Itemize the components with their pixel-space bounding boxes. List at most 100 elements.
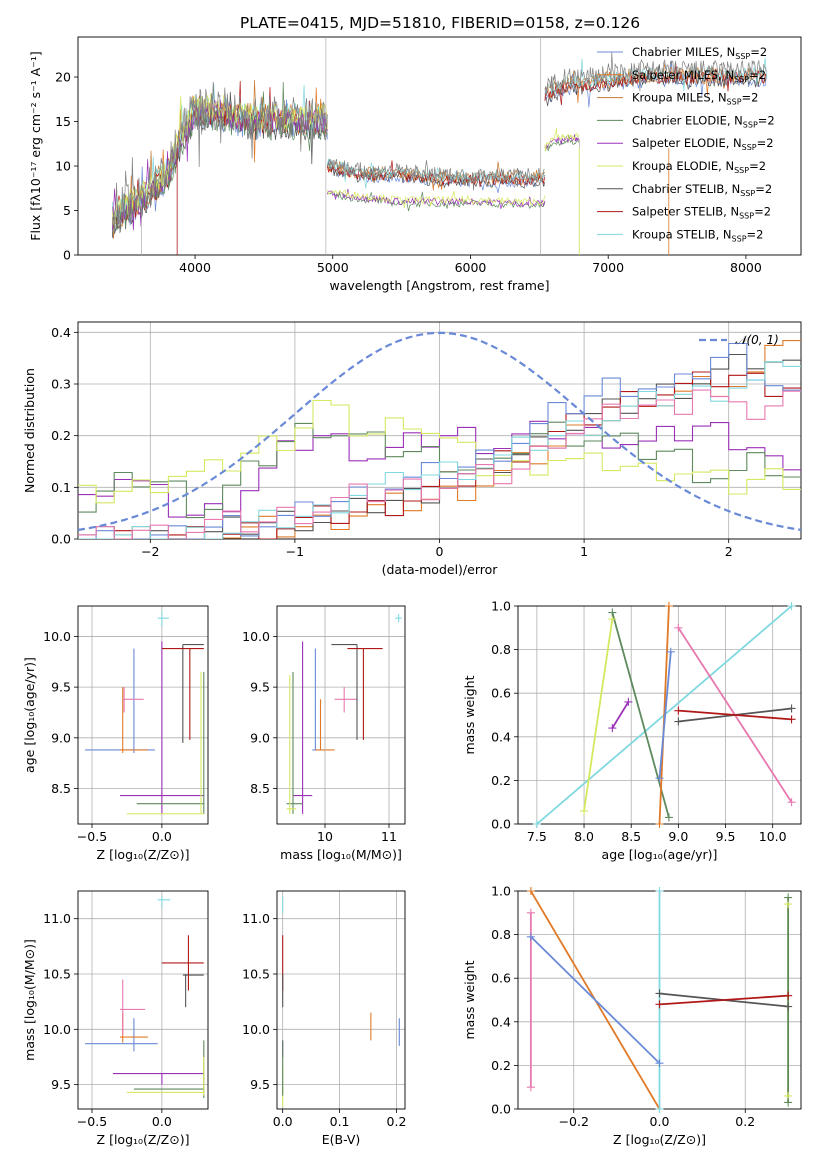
tick-label-y: 9.0 <box>250 730 270 745</box>
tick-label-y: 1.0 <box>491 599 511 614</box>
tick-label-x: 6000 <box>455 260 487 275</box>
tick-label-x: 0.2 <box>735 1114 755 1129</box>
x-axis-label: Z [log₁₀(Z/Z⊙)] <box>97 1132 190 1147</box>
weight-line <box>660 606 669 824</box>
weight-marker <box>788 704 796 712</box>
tick-label-y: 9.5 <box>51 1077 71 1092</box>
tick-label-x: 0 <box>436 544 444 559</box>
x-axis-label: wavelength [Angstrom, rest frame] <box>329 278 549 293</box>
tick-label-y: 10.5 <box>242 966 270 981</box>
tick-label-x: 4000 <box>179 260 211 275</box>
axes-age_vs_Z: −0.5 0.0 8.5 9.0 9.5 10.0 Z [log₁₀(Z/Z⊙)] age [… <box>22 606 208 862</box>
weight-marker <box>784 1003 792 1011</box>
tick-label-y: 9.5 <box>250 1077 270 1092</box>
tick-label-x: 7.5 <box>527 829 547 844</box>
weight-marker <box>656 820 664 828</box>
legend-entry: Chabrier STELIB, NSSP=2 <box>632 182 772 198</box>
weight-line <box>584 619 612 811</box>
tick-label-y: 0.4 <box>491 729 511 744</box>
tick-label-y: 15 <box>55 114 71 129</box>
tick-label-y: 9.5 <box>51 680 71 695</box>
weight-marker <box>656 1105 664 1113</box>
weight-marker <box>608 724 616 732</box>
weight-marker <box>784 894 792 902</box>
axes-massweight_vs_Z: −0.2 0.0 0.20.00.20.40.60.81.0Z [log₁₀(Z/Z… <box>462 884 801 1148</box>
tick-label-y: 9.0 <box>51 730 71 745</box>
x-axis-label: Z [log₁₀(Z/Z⊙)] <box>97 847 190 862</box>
weight-marker <box>784 992 792 1000</box>
tick-label-y: 10.5 <box>43 966 71 981</box>
tick-label-y: 11.0 <box>242 911 270 926</box>
legend-entry: Kroupa MILES, NSSP=2 <box>632 91 758 107</box>
legend-entry: Salpeter ELODIE, NSSP=2 <box>632 136 774 152</box>
tick-label-y: 0.2 <box>491 1058 511 1073</box>
tick-label-x: 10 <box>317 829 333 844</box>
tick-label-y: 0.0 <box>491 817 511 832</box>
plot-area-age_vs_mass <box>287 614 402 814</box>
axes-frame <box>78 606 208 824</box>
axes-age_vs_mass: 10 118.59.09.510.0mass [log₁₀(M/M⊙)] <box>242 606 405 862</box>
tick-label-x: 0.0 <box>650 1114 670 1129</box>
tick-label-y: 8.5 <box>250 781 270 796</box>
tick-label-y: 0.1 <box>51 480 71 495</box>
tick-label-y: 0 <box>63 248 71 263</box>
weight-marker <box>656 1000 664 1008</box>
figure: PLATE=0415, MJD=51810, FIBERID=0158, z=0… <box>0 0 819 1170</box>
plot-area-massweight_vs_age <box>537 606 792 824</box>
tick-label-x: 11 <box>381 829 397 844</box>
tick-label-x: 9.0 <box>668 829 688 844</box>
tick-label-x: 0.0 <box>152 1114 172 1129</box>
tick-label-x: 0.1 <box>330 1114 350 1129</box>
tick-label-y: 10.0 <box>43 629 71 644</box>
tick-label-y: 0.2 <box>51 428 71 443</box>
plot-area-mass_vs_Z <box>85 897 204 1098</box>
axes-mass_vs_Z: −0.5 0.0 9.5 10.0 10.5 11.0 Z [log₁₀(Z/Z⊙)] mas… <box>22 891 208 1147</box>
weight-line <box>660 652 671 778</box>
tick-label-y: 20 <box>55 70 71 85</box>
y-axis-label: Normed distribution <box>22 368 37 493</box>
tick-label-x: 8.0 <box>574 829 594 844</box>
weight-line <box>531 937 660 1063</box>
weight-line <box>612 702 628 728</box>
tick-label-y: 5 <box>63 203 71 218</box>
plot-area-massweight_vs_Z <box>531 891 788 1109</box>
axes-frame <box>518 606 801 824</box>
plot-area-age_vs_Z <box>85 611 204 814</box>
x-axis-label: (data-model)/error <box>382 562 499 577</box>
y-axis-label: age [log₁₀(age/yr)] <box>22 657 37 773</box>
tick-label-x: 1 <box>580 544 588 559</box>
axes-massweight_vs_age: 7.5 8.0 8.5 9.0 9.5 10.0 0.0 0.2 0.4 0.6 0.8 1.0 age… <box>462 599 801 863</box>
tick-label-x: 2 <box>725 544 733 559</box>
tick-label-x: −0.2 <box>559 1114 589 1129</box>
weight-line <box>660 996 789 1005</box>
axes-frame <box>78 891 208 1109</box>
tick-label-y: 11.0 <box>43 911 71 926</box>
weight-marker <box>527 909 535 917</box>
weight-marker <box>667 648 675 656</box>
legend-entry: Kroupa ELODIE, NSSP=2 <box>632 159 766 175</box>
weight-marker <box>674 718 682 726</box>
x-axis-label: age [log₁₀(age/yr)] <box>602 847 718 862</box>
axes-frame <box>277 606 405 824</box>
tick-label-x: 7000 <box>592 260 624 275</box>
weight-marker <box>656 887 664 895</box>
weight-marker <box>665 813 673 821</box>
tick-label-y: 0.3 <box>51 377 71 392</box>
weight-marker <box>580 807 588 815</box>
weight-marker <box>665 602 673 610</box>
legend-entry: 𝒩(0, 1) <box>735 333 779 347</box>
tick-label-y: 0.8 <box>491 642 511 657</box>
x-axis-label: mass [log₁₀(M/M⊙)] <box>280 847 402 862</box>
x-axis-label: E(B-V) <box>322 1132 361 1147</box>
tick-label-x: 0.0 <box>152 829 172 844</box>
tick-label-y: 0.0 <box>491 1102 511 1117</box>
tick-label-y: 10.0 <box>242 1022 270 1037</box>
tick-label-x: −0.5 <box>77 829 107 844</box>
tick-label-y: 10.0 <box>242 629 270 644</box>
tick-label-x: 8.5 <box>621 829 641 844</box>
weight-marker <box>784 1098 792 1106</box>
tick-label-y: 0.0 <box>51 532 71 547</box>
axes-frame <box>277 891 405 1109</box>
tick-label-y: 1.0 <box>491 884 511 899</box>
tick-label-x: 8000 <box>730 260 762 275</box>
